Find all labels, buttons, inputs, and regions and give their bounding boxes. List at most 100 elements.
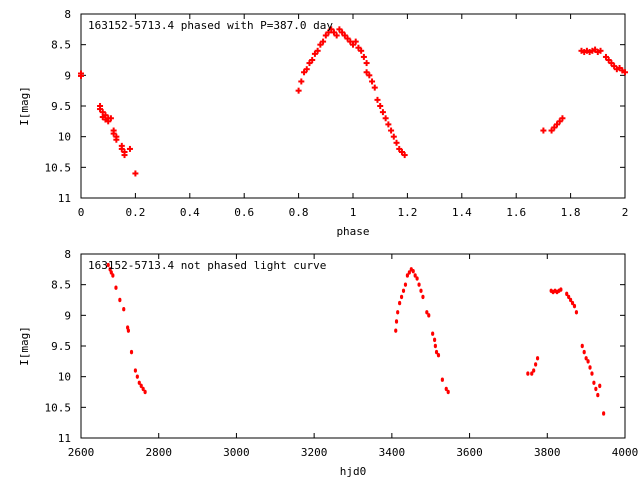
data-point <box>309 57 316 63</box>
data-point <box>401 152 408 159</box>
x-axis-label: phase <box>336 225 369 238</box>
data-point <box>398 149 405 155</box>
y-axis-label: I[mag] <box>18 86 31 126</box>
data-point <box>105 118 112 125</box>
data-point <box>382 115 389 122</box>
y-tick-label: 10 <box>58 131 71 144</box>
unphased-panel: 2600 2800 3000 3200 3400 3600 3800 4000 8 8.5 9 9.5… <box>18 248 638 478</box>
data-point <box>446 389 450 395</box>
data-point <box>588 365 592 370</box>
data-point <box>358 47 365 54</box>
data-point <box>295 87 302 94</box>
y-tick-label: 8 <box>64 248 71 261</box>
data-point <box>393 139 400 146</box>
y-tick-label: 9 <box>64 69 71 82</box>
data-point <box>344 35 351 42</box>
data-point <box>109 270 113 275</box>
y-tick-label: 10.5 <box>45 401 72 414</box>
data-point <box>369 78 376 85</box>
data-point <box>143 389 147 395</box>
data-point <box>434 349 439 355</box>
data-point <box>413 273 417 278</box>
data-point <box>106 262 110 268</box>
x-tick-label: 1.2 <box>397 206 417 219</box>
y-tick-label: 8 <box>64 8 71 21</box>
x-tick-label: 0.6 <box>234 206 254 219</box>
data-point <box>403 282 408 287</box>
data-point <box>137 380 141 385</box>
x-tick-label: 2 <box>622 206 629 219</box>
data-point <box>341 32 348 39</box>
x-tick-label: 1.6 <box>506 206 526 219</box>
y-tick-label: 9.5 <box>51 340 71 353</box>
data-point <box>132 170 139 177</box>
data-point <box>574 310 579 315</box>
data-point <box>526 371 530 376</box>
data-point <box>328 26 335 33</box>
data-point <box>363 69 370 76</box>
x-tick-label: 1.4 <box>452 206 472 219</box>
x-tick-label: 0 <box>78 206 85 219</box>
data-point <box>530 371 534 376</box>
data-point <box>556 118 563 125</box>
data-point <box>114 285 118 290</box>
data-point <box>110 130 117 137</box>
data-point <box>559 115 566 122</box>
data-point <box>336 26 343 33</box>
x-tick-label: 2600 <box>68 446 95 459</box>
y-tick-label: 10.5 <box>45 161 72 174</box>
data-point <box>122 307 126 312</box>
data-point <box>415 276 419 281</box>
data-point <box>602 53 609 60</box>
data-point <box>339 29 346 36</box>
data-point <box>303 66 310 73</box>
data-point <box>417 282 421 287</box>
data-point <box>126 145 133 152</box>
data-point <box>532 368 536 373</box>
data-point <box>320 38 327 45</box>
data-point <box>592 380 596 385</box>
data-point <box>565 291 569 297</box>
data-point <box>427 313 431 318</box>
data-point <box>401 288 406 293</box>
y-tick-label: 8.5 <box>51 39 71 52</box>
y-tick-label: 11 <box>58 432 71 445</box>
data-point <box>590 371 594 376</box>
data-point <box>379 109 386 116</box>
x-tick-label: 0.8 <box>289 206 309 219</box>
data-point <box>572 303 577 309</box>
data-point <box>97 106 104 113</box>
x-tick-label: 3800 <box>534 446 561 459</box>
y-tick-label: 8.5 <box>51 279 71 292</box>
x-tick-label: 2800 <box>145 446 172 459</box>
x-tick-label: 3200 <box>301 446 328 459</box>
data-point <box>440 377 444 382</box>
data-point <box>567 294 571 300</box>
data-point <box>396 310 400 315</box>
data-point <box>366 72 373 79</box>
data-point <box>570 300 575 306</box>
y-tick-label: 9.5 <box>51 100 71 113</box>
data-point <box>355 44 362 51</box>
data-point <box>306 60 313 67</box>
data-point <box>433 337 437 343</box>
data-point <box>141 386 145 392</box>
data-point <box>602 411 606 416</box>
data-point <box>317 41 324 48</box>
data-point <box>394 328 398 333</box>
data-point <box>118 145 125 152</box>
data-point <box>347 38 354 45</box>
data-point <box>325 29 332 36</box>
data-point <box>554 121 560 128</box>
data-point <box>611 63 618 70</box>
x-axis-label: hjd0 <box>340 465 367 478</box>
data-point <box>301 69 308 76</box>
data-point <box>333 32 340 39</box>
data-point <box>311 50 318 57</box>
data-point <box>569 297 573 303</box>
data-point <box>107 115 114 122</box>
data-point <box>363 60 370 67</box>
data-point <box>580 343 584 349</box>
